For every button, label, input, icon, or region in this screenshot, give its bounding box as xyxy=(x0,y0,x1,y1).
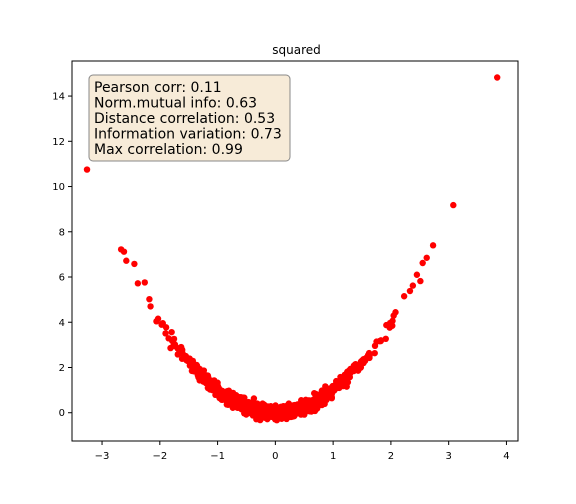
data-point xyxy=(243,404,250,411)
data-point xyxy=(146,295,153,303)
data-point xyxy=(450,201,457,209)
data-point xyxy=(311,399,319,406)
data-point xyxy=(252,406,259,414)
x-tick-label: −3 xyxy=(95,451,110,462)
data-point xyxy=(417,277,424,285)
data-point xyxy=(400,293,408,300)
y-axis-ticks: 0 2 4 6 8 10 12 14 xyxy=(52,92,72,419)
data-point xyxy=(361,357,369,364)
x-axis-ticks: −3 −2 −1 0 1 2 3 4 xyxy=(95,441,510,462)
data-point xyxy=(131,260,138,268)
data-point xyxy=(320,391,328,399)
data-point xyxy=(162,330,169,337)
data-point xyxy=(185,358,192,365)
data-point xyxy=(258,402,265,409)
x-tick-label: 2 xyxy=(388,451,394,462)
data-point xyxy=(377,337,384,345)
stats-line-max-correlation: Max correlation: 0.99 xyxy=(94,142,243,158)
x-tick-label: −1 xyxy=(210,451,225,462)
y-tick-label: 14 xyxy=(52,92,65,103)
data-point xyxy=(176,346,184,354)
data-point xyxy=(192,363,200,370)
x-tick-label: 1 xyxy=(330,451,336,462)
data-point xyxy=(281,408,288,416)
stats-line-information-variation: Information variation: 0.73 xyxy=(94,127,282,143)
data-point xyxy=(154,315,162,322)
data-point xyxy=(291,401,298,409)
data-point xyxy=(205,384,212,391)
y-tick-label: 2 xyxy=(59,363,65,374)
data-point xyxy=(218,388,225,395)
data-point xyxy=(123,257,130,264)
data-point xyxy=(309,405,317,412)
data-point xyxy=(141,279,148,286)
data-point xyxy=(229,397,236,405)
y-tick-label: 10 xyxy=(52,182,65,193)
data-point xyxy=(83,166,91,173)
data-point xyxy=(263,408,270,415)
y-tick-label: 6 xyxy=(59,273,65,284)
data-point xyxy=(120,248,128,255)
y-tick-label: 4 xyxy=(59,318,65,329)
data-point xyxy=(171,342,178,350)
data-point xyxy=(203,378,211,386)
data-point xyxy=(238,398,245,405)
data-point xyxy=(147,303,154,310)
data-point xyxy=(413,271,421,278)
data-point xyxy=(347,369,354,376)
data-point xyxy=(387,319,394,327)
x-tick-label: 0 xyxy=(272,451,278,462)
chart-title: squared xyxy=(272,43,321,57)
data-point xyxy=(299,406,307,414)
data-point xyxy=(261,413,268,421)
data-point xyxy=(168,328,175,336)
data-point xyxy=(409,282,417,289)
data-point xyxy=(371,349,378,357)
data-point xyxy=(406,287,414,295)
data-point xyxy=(494,74,501,81)
y-tick-label: 8 xyxy=(59,227,65,238)
stats-box-background xyxy=(88,74,291,162)
data-point xyxy=(390,312,397,319)
x-tick-label: −2 xyxy=(152,451,167,462)
data-point xyxy=(343,377,350,384)
x-tick-label: 3 xyxy=(445,451,451,462)
y-tick-label: 12 xyxy=(52,137,65,148)
data-point xyxy=(196,377,203,384)
stats-box: Pearson corr: 0.11 Norm.mutual info: 0.6… xyxy=(88,74,291,162)
y-tick-label: 0 xyxy=(59,408,65,419)
axes-frame xyxy=(71,60,519,442)
data-point xyxy=(221,392,228,400)
data-point xyxy=(382,335,389,342)
data-point xyxy=(289,411,296,419)
stats-line-mutual-info: Norm.mutual info: 0.63 xyxy=(94,96,257,112)
data-point xyxy=(365,349,373,357)
data-point xyxy=(334,378,342,385)
data-point xyxy=(419,259,426,267)
data-point xyxy=(312,390,319,398)
stats-line-pearson: Pearson corr: 0.11 xyxy=(94,80,222,96)
data-point xyxy=(423,254,430,261)
data-point xyxy=(270,408,277,416)
stats-line-distance-correlation: Distance correlation: 0.53 xyxy=(94,111,275,127)
data-points xyxy=(83,74,501,424)
data-point xyxy=(134,280,142,287)
data-point xyxy=(241,410,248,417)
data-point xyxy=(278,415,285,422)
data-point xyxy=(227,391,235,399)
data-point xyxy=(429,242,437,249)
x-tick-label: 4 xyxy=(503,451,509,462)
data-point xyxy=(162,324,170,331)
